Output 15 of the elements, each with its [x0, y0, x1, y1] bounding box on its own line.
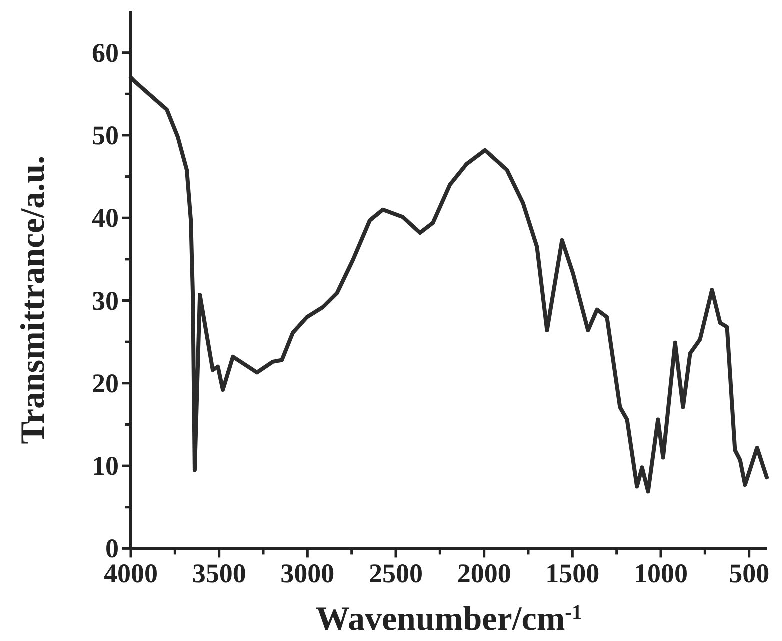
- x-tick-label: 2500: [369, 558, 423, 589]
- x-tick-label: 1000: [634, 558, 688, 589]
- x-tick-label: 3500: [192, 558, 246, 589]
- x-tick-label: 1500: [546, 558, 600, 589]
- y-tick-label: 30: [92, 286, 119, 316]
- x-tick-label: 500: [729, 558, 770, 589]
- y-tick-label: 10: [92, 451, 119, 482]
- y-tick-label: 50: [92, 120, 119, 150]
- x-axis-title: Wavenumber/cm$^{-1}$: [316, 601, 582, 638]
- y-axis-title: Transmittrance/a.u.: [15, 156, 52, 444]
- y-tick-label: 60: [92, 38, 119, 68]
- y-tick-label: 20: [92, 368, 119, 398]
- y-tick-label: 40: [92, 203, 119, 234]
- x-tick-label: 3000: [280, 558, 335, 589]
- x-tick-label: 2000: [457, 558, 512, 589]
